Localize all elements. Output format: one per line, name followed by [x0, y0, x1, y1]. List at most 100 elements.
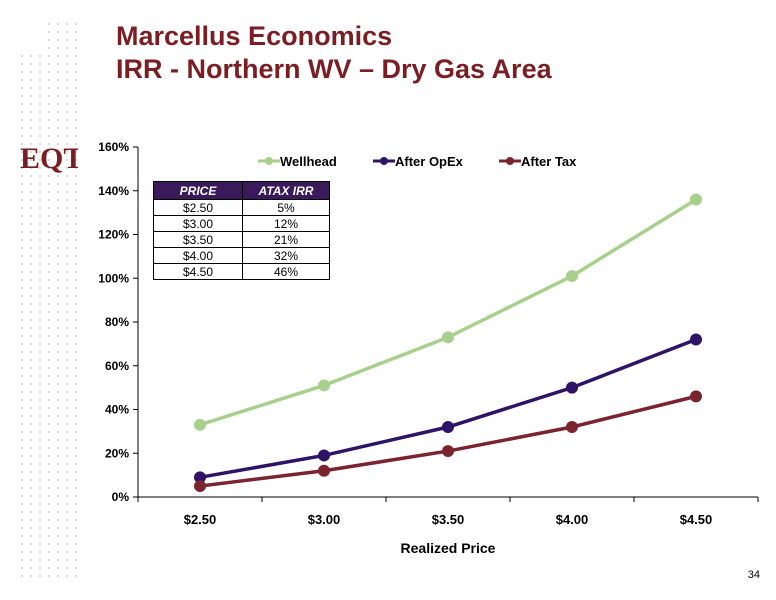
decorative-dot — [39, 535, 41, 537]
decorative-dot — [30, 351, 32, 353]
decorative-dot — [39, 263, 41, 265]
data-point — [566, 270, 578, 283]
decorative-dot — [39, 567, 41, 569]
decorative-dot — [66, 351, 68, 353]
decorative-dot — [21, 119, 23, 121]
decorative-dot — [57, 231, 59, 233]
decorative-dot — [30, 103, 32, 105]
decorative-dot — [48, 31, 50, 33]
decorative-dot — [75, 159, 77, 161]
decorative-dot — [48, 503, 50, 505]
decorative-dot — [66, 95, 68, 97]
decorative-dot — [75, 399, 77, 401]
decorative-dot — [75, 487, 77, 489]
decorative-dot — [75, 191, 77, 193]
decorative-dot — [57, 143, 59, 145]
decorative-dot — [48, 311, 50, 313]
decorative-dot — [57, 439, 59, 441]
decorative-dot — [75, 31, 77, 33]
decorative-dot — [21, 255, 23, 257]
x-tick-label: $4.00 — [556, 512, 589, 527]
decorative-dot — [57, 223, 59, 225]
decorative-dot — [57, 399, 59, 401]
decorative-dot — [39, 159, 41, 161]
decorative-dot — [57, 295, 59, 297]
data-point — [194, 480, 206, 493]
decorative-dot — [48, 319, 50, 321]
data-point — [318, 379, 330, 392]
decorative-dot — [75, 367, 77, 369]
decorative-dot — [75, 511, 77, 513]
decorative-dot — [21, 359, 23, 361]
decorative-dot — [39, 247, 41, 249]
decorative-dot — [57, 159, 59, 161]
decorative-dot — [57, 575, 59, 577]
decorative-dot — [30, 399, 32, 401]
decorative-dot — [30, 431, 32, 433]
decorative-dot — [75, 479, 77, 481]
decorative-dot — [75, 471, 77, 473]
decorative-dot — [39, 191, 41, 193]
decorative-dot — [21, 575, 23, 577]
decorative-dot — [39, 487, 41, 489]
decorative-dot — [39, 455, 41, 457]
decorative-dot — [57, 279, 59, 281]
decorative-dot — [48, 199, 50, 201]
decorative-dot — [48, 343, 50, 345]
data-point — [442, 331, 454, 344]
decorative-dot — [66, 543, 68, 545]
table-cell-irr: 32% — [242, 247, 330, 264]
decorative-dot — [30, 471, 32, 473]
decorative-dot — [21, 375, 23, 377]
page-number: 34 — [747, 569, 760, 581]
legend-label: Wellhead — [280, 154, 337, 169]
decorative-dot — [30, 575, 32, 577]
y-tick-label: 140% — [98, 184, 129, 198]
decorative-dot — [48, 103, 50, 105]
decorative-dot — [21, 543, 23, 545]
decorative-dot — [66, 263, 68, 265]
decorative-dot — [39, 319, 41, 321]
decorative-dot — [30, 311, 32, 313]
decorative-dot — [57, 135, 59, 137]
decorative-dot — [57, 111, 59, 113]
decorative-dot — [48, 415, 50, 417]
decorative-dot — [75, 103, 77, 105]
decorative-dot — [21, 175, 23, 177]
decorative-dot — [57, 319, 59, 321]
decorative-dot — [75, 215, 77, 217]
decorative-dot-grid — [21, 23, 77, 577]
decorative-dot — [66, 551, 68, 553]
decorative-dot — [48, 351, 50, 353]
decorative-dot — [30, 383, 32, 385]
decorative-dot — [30, 543, 32, 545]
decorative-dot — [66, 215, 68, 217]
decorative-dot — [57, 415, 59, 417]
decorative-dot — [66, 383, 68, 385]
decorative-dot — [21, 71, 23, 73]
decorative-dot — [21, 87, 23, 89]
data-point — [566, 381, 578, 394]
decorative-dot — [66, 463, 68, 465]
decorative-dot — [21, 215, 23, 217]
decorative-dot — [48, 231, 50, 233]
decorative-dot — [66, 239, 68, 241]
decorative-dot — [30, 487, 32, 489]
decorative-dot — [66, 287, 68, 289]
decorative-dot — [75, 407, 77, 409]
decorative-dot — [39, 439, 41, 441]
decorative-dot — [21, 399, 23, 401]
decorative-dot — [30, 511, 32, 513]
decorative-dot — [66, 391, 68, 393]
y-tick-label: 160% — [98, 140, 129, 154]
decorative-dot — [21, 327, 23, 329]
data-point — [690, 333, 702, 346]
decorative-dot — [30, 223, 32, 225]
decorative-dot — [57, 215, 59, 217]
decorative-dot — [39, 63, 41, 65]
decorative-dot — [30, 359, 32, 361]
decorative-dot — [48, 543, 50, 545]
decorative-dot — [30, 71, 32, 73]
decorative-dot — [66, 431, 68, 433]
decorative-dot — [39, 311, 41, 313]
